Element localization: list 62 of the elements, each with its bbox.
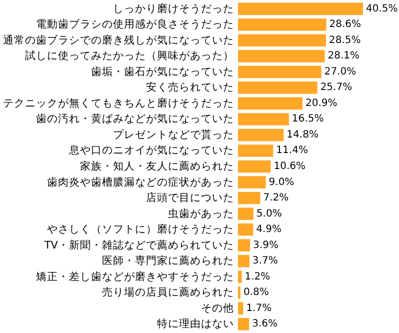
bar (238, 160, 271, 173)
y-tick-label: 歯の汚れ・黄ばみなどが気になっていた (36, 112, 234, 126)
bar (238, 82, 318, 94)
data-label: 4.9% (256, 224, 282, 236)
y-tick-label: 店頭で目についた (146, 191, 234, 204)
y-tick-label: 安く売られていた (146, 80, 234, 94)
y-tick-label: 家族・知人・友人に薦められた (80, 160, 234, 172)
y-tick-label: プレゼントなどで貰った (113, 128, 234, 141)
bar (238, 66, 322, 78)
bar (238, 176, 266, 188)
bar (238, 239, 250, 252)
bar (238, 97, 303, 110)
y-tick-label: 医師・専門家に薦められた (102, 254, 234, 268)
data-label: 5.0% (256, 208, 282, 220)
y-tick-label: 歯垢・歯石が気になっていた (91, 64, 234, 78)
data-label: 7.2% (263, 192, 289, 204)
data-label: 3.7% (252, 256, 278, 267)
data-label: 10.6% (274, 161, 306, 172)
y-tick-label: しっかり磨けそうだった (113, 2, 234, 15)
bar (238, 270, 242, 283)
bar (238, 254, 250, 268)
data-label: 40.5% (366, 3, 398, 14)
data-label: 3.6% (252, 318, 278, 330)
bar (238, 50, 325, 62)
y-tick-label: 試しに使ってみたかった（興味があった） (25, 49, 234, 62)
data-label: 16.5% (292, 114, 324, 125)
bar (238, 192, 260, 204)
data-label: 1.2% (244, 271, 270, 282)
y-tick-label: 特に理由はない (157, 317, 234, 330)
data-label: 14.8% (286, 129, 318, 140)
data-label: 1.7% (246, 302, 272, 314)
y-tick-label: 矯正・差し歯などが磨きやすそうだった (36, 270, 234, 283)
bar (238, 18, 326, 31)
y-tick-label: TV・新聞・雑誌などで薦められていた (43, 238, 234, 252)
y-tick-label: 歯肉炎や歯槽膿漏などの症状があった (47, 175, 234, 188)
data-label: 3.9% (253, 240, 278, 251)
bar (238, 223, 254, 236)
data-label: 11.4% (276, 145, 308, 156)
data-label: 9.0% (268, 176, 294, 188)
data-label: 28.5% (328, 34, 361, 46)
y-tick-label: やさしく（ソフトに）磨けそうだった (47, 222, 234, 236)
y-tick-label: 売り場の店員に薦められた (102, 286, 234, 299)
data-label: 25.7% (320, 82, 352, 94)
bar (238, 318, 250, 330)
bar (238, 113, 289, 126)
data-label: 27.0% (324, 66, 356, 78)
y-tick-label: 虫歯があった (168, 206, 234, 220)
bar (238, 34, 326, 47)
bar (238, 144, 274, 157)
data-label: 28.6% (329, 19, 362, 30)
bar (238, 128, 284, 142)
data-label: 0.8% (243, 287, 269, 298)
y-tick-label: テクニックが無くてもきちんと磨けそうだった (3, 96, 234, 110)
bar (238, 302, 244, 315)
bar (238, 2, 363, 16)
y-tick-label: 息や口のニオイが気になっていた (68, 144, 234, 157)
y-tick-label: 電動歯ブラシの使用感が良さそうだった (36, 18, 234, 31)
y-tick-label: その他 (201, 302, 234, 314)
data-label: 20.9% (306, 98, 338, 109)
bar (238, 208, 254, 220)
data-label: 28.1% (328, 50, 360, 62)
y-tick-label: 通常の歯ブラシでの磨き残しが気になっていた (3, 33, 234, 46)
